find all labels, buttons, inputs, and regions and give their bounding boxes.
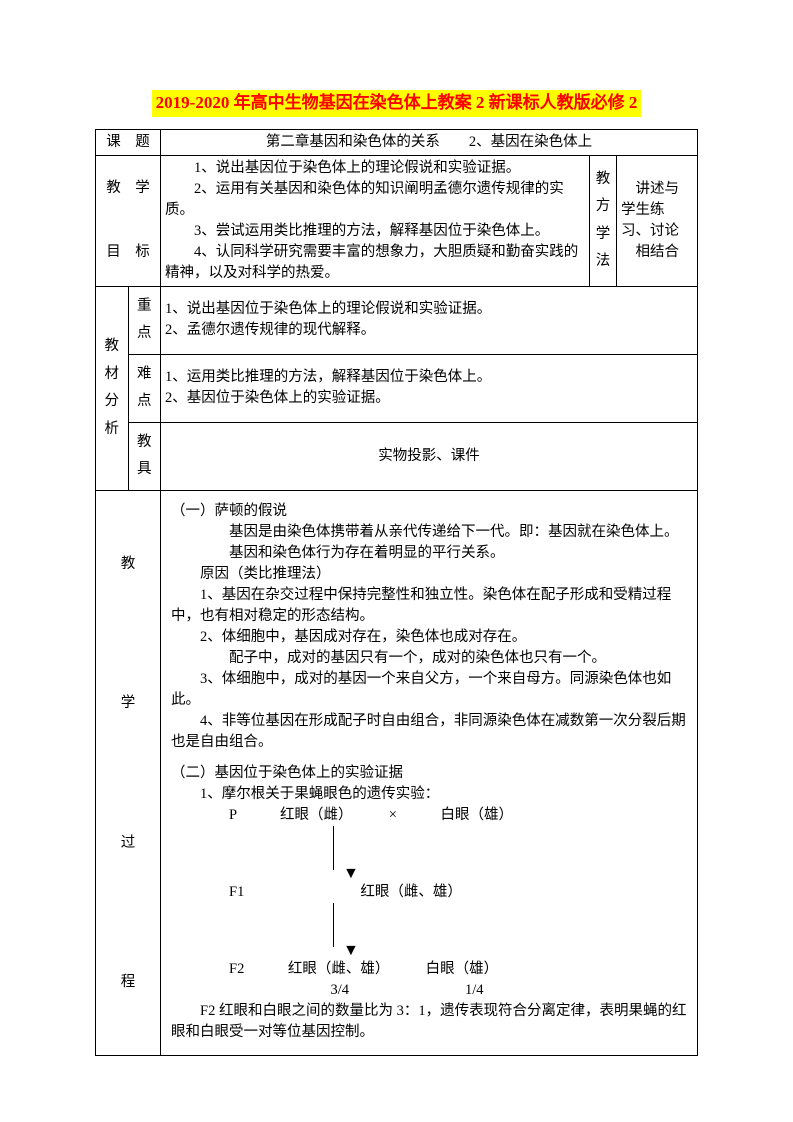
arrow-down-icon: ▼ [171,826,687,878]
cross-f2-line: F2 红眼（雌、雄） 白眼（雄） [171,959,687,980]
difficult-points-value: 1、运用类比推理的方法，解释基因位于染色体上。 2、基因位于染色体上的实验证据。 [161,354,698,422]
text-line: 1、摩尔根关于果蝇眼色的遗传实验： [171,784,687,805]
topic-value: 第二章基因和染色体的关系 2、基因在染色体上 [161,129,698,155]
teaching-goal-content: 1、说出基因位于染色体上的理论假说和实验证据。 2、运用有关基因和染色体的知识阐… [161,155,590,286]
difficult-points-label: 难 点 [128,354,161,422]
cross-p-line: P 红眼（雌） × 白眼（雄） [171,805,687,826]
key-points-value: 1、说出基因位于染色体上的理论假说和实验证据。 2、孟德尔遗传规律的现代解释。 [161,286,698,354]
text-line: 1、基因在杂交过程中保持完整性和独立性。染色体在配子形成和受精过程中，也有相对稳… [171,585,687,627]
text-line: 基因和染色体行为存在着明显的平行关系。 [171,543,687,564]
conclusion-line: F2 红眼和白眼之间的数量比为 3：1，遗传表现符合分离定律，表明果蝇的红眼和白… [171,1001,687,1043]
text-line: 基因是由染色体携带着从亲代传递给下一代。即：基因就在染色体上。 [171,522,687,543]
teaching-tools-value: 实物投影、课件 [161,422,698,490]
text-line: 3、体细胞中，成对的基因一个来自父方，一个来自母方。同源染色体也如此。 [171,669,687,711]
teaching-process-content: （一）萨顿的假说 基因是由染色体携带着从亲代传递给下一代。即：基因就在染色体上。… [161,491,698,1056]
section-1-title: （一）萨顿的假说 [171,501,687,522]
text-line: 配子中，成对的基因只有一个，成对的染色体也只有一个。 [171,648,687,669]
cross-f1-line: F1 红眼（雌、雄） [171,882,687,903]
text-line: 2、体细胞中，基因成对存在，染色体也成对存在。 [171,627,687,648]
teaching-tools-label: 教 具 [128,422,161,490]
teaching-process-label: 教 学 过 程 [96,491,161,1056]
topic-label: 课 题 [96,129,161,155]
arrow-down-icon: ▼ [171,903,687,955]
material-analysis-label: 教 材 分 析 [96,286,129,490]
lesson-plan-table: 课 题 第二章基因和染色体的关系 2、基因在染色体上 教 学目 标 1、说出基因… [95,129,698,1057]
teaching-method-value: 讲述与 学生练 习、讨论 相结合 [617,155,698,286]
text-line: 4、非等位基因在形成配子时自由组合，非同源染色体在减数第一次分裂后期也是自由组合… [171,711,687,753]
page-title: 2019-2020 年高中生物基因在染色体上教案 2 新课标人教版必修 2 [152,90,642,117]
section-2-title: （二）基因位于染色体上的实验证据 [171,763,687,784]
key-points-label: 重 点 [128,286,161,354]
teaching-method-label: 教 方 学 法 [590,155,617,286]
teaching-goal-label: 教 学目 标 [96,155,161,286]
cross-f2-ratio: 3/4 1/4 [171,980,687,1001]
text-line: 原因（类比推理法） [171,564,687,585]
